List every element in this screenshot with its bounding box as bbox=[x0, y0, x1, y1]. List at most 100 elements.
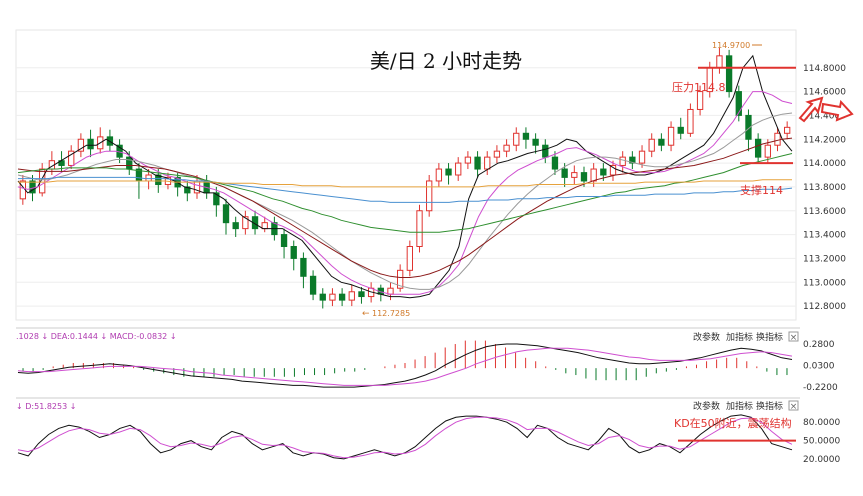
candle-body bbox=[222, 204, 230, 224]
price-y-axis: 114.8000 114.6000 114.4000 114.2000 114.0000… bbox=[803, 64, 846, 312]
candle-body bbox=[522, 132, 530, 140]
candle-body bbox=[687, 108, 694, 134]
y-tick-label: 114.6000 bbox=[803, 88, 846, 98]
y-tick-label: 0.2800 bbox=[803, 340, 835, 350]
y-tick-label: 114.2000 bbox=[803, 135, 846, 145]
y-tick-label: 114.8000 bbox=[803, 64, 846, 74]
y-tick-label: 113.4000 bbox=[803, 231, 846, 241]
candle-body bbox=[387, 287, 394, 295]
candle-body bbox=[213, 192, 220, 206]
macd-panel: .1028 ↓ DEA:0.1444 ↓ MACD:-0.0832 ↓ 改参数 … bbox=[16, 327, 838, 393]
kd-series-line bbox=[17, 416, 793, 459]
candle-body bbox=[348, 291, 355, 301]
arrow-down-right-icon bbox=[820, 99, 854, 122]
candle-body bbox=[648, 138, 655, 152]
candle-body bbox=[261, 222, 268, 230]
kd-close-button[interactable]: × bbox=[788, 400, 799, 412]
candle-body bbox=[696, 91, 704, 110]
candle-body bbox=[600, 168, 607, 176]
candle-body bbox=[338, 293, 346, 301]
macd-legend: .1028 ↓ DEA:0.1444 ↓ MACD:-0.0832 ↓ bbox=[16, 332, 177, 341]
y-tick-label: 113.6000 bbox=[803, 207, 846, 217]
candle-body bbox=[280, 234, 288, 247]
price-panel: 114.8000 114.6000 114.4000 114.2000 114.0000… bbox=[15, 29, 854, 321]
moving-average-line bbox=[17, 137, 793, 278]
macd-lines bbox=[17, 343, 793, 388]
candle-body bbox=[532, 138, 539, 146]
moving-average-line bbox=[18, 176, 793, 203]
candle-body bbox=[484, 156, 491, 170]
y-tick-label: 0.0300 bbox=[803, 362, 835, 372]
arrow-up-right-icon bbox=[798, 96, 824, 123]
candle-body bbox=[542, 144, 549, 158]
candle-body bbox=[551, 156, 559, 170]
kd-legend: ↓ D:51.8253 ↓ bbox=[16, 402, 76, 411]
kd-change-params-button[interactable]: 改参数 bbox=[693, 400, 720, 412]
moving-average-line bbox=[17, 91, 793, 295]
y-tick-label: 50.0000 bbox=[803, 437, 840, 447]
candle-body bbox=[358, 291, 365, 298]
candle-body bbox=[474, 156, 481, 170]
candle-body bbox=[561, 168, 568, 178]
low-price-label: 112.7285 bbox=[372, 309, 410, 318]
candle-body bbox=[503, 144, 510, 152]
candle-body bbox=[745, 114, 752, 140]
candle-body bbox=[39, 168, 46, 194]
candle-body bbox=[329, 293, 336, 301]
candle-body bbox=[435, 168, 443, 182]
y-tick-label: 113.8000 bbox=[803, 183, 846, 193]
support-label: 支撑114 bbox=[740, 183, 783, 197]
candle-body bbox=[232, 222, 239, 230]
low-price-marker: ← 112.7285 bbox=[362, 309, 410, 319]
kd-annotation: KD在50附近，震荡结构 bbox=[674, 416, 792, 430]
close-icon: × bbox=[790, 333, 798, 343]
moving-average-line bbox=[17, 153, 793, 233]
candle-body bbox=[590, 168, 597, 182]
candle-body bbox=[290, 246, 297, 259]
resistance-label: 压力114.8 bbox=[672, 81, 726, 94]
moving-average-line bbox=[18, 179, 792, 188]
kd-add-indicator-button[interactable]: 加指标 bbox=[726, 400, 753, 412]
candle-body bbox=[319, 293, 326, 301]
macd-change-params-button[interactable]: 改参数 bbox=[693, 331, 720, 343]
candle-body bbox=[754, 138, 762, 158]
candle-body bbox=[242, 216, 249, 230]
kd-switch-indicator-button[interactable]: 换指标 bbox=[756, 400, 783, 412]
chart-title: 美/日 2 小时走势 bbox=[370, 49, 522, 73]
candle-body bbox=[580, 172, 588, 182]
moving-averages bbox=[17, 54, 793, 299]
macd-series-line bbox=[17, 343, 793, 388]
macd-y-axis: 0.2800 0.0300 -0.2200 bbox=[803, 340, 838, 393]
macd-switch-indicator-button[interactable]: 换指标 bbox=[756, 331, 783, 343]
candle-body bbox=[513, 132, 520, 146]
candle-body bbox=[619, 156, 626, 166]
candle-body bbox=[735, 91, 742, 116]
kd-y-axis: 80.0000 50.0000 20.0000 bbox=[803, 418, 840, 465]
y-tick-label: -0.2200 bbox=[803, 383, 838, 393]
kd-panel: ↓ D:51.8253 ↓ 改参数 加指标 换指标 × 80.0000 50.00… bbox=[16, 397, 840, 465]
candle-body bbox=[493, 150, 501, 158]
candle-body bbox=[426, 180, 433, 212]
macd-add-indicator-button[interactable]: 加指标 bbox=[726, 331, 753, 343]
candle-body bbox=[784, 126, 791, 134]
candle-body bbox=[145, 174, 152, 182]
y-tick-label: 113.0000 bbox=[803, 278, 846, 288]
candlesticks bbox=[19, 47, 791, 309]
candle-body bbox=[716, 55, 723, 69]
high-price-label: 114.9700 bbox=[712, 41, 750, 50]
candle-body bbox=[677, 126, 684, 134]
candle-body bbox=[445, 168, 452, 176]
y-tick-label: 113.2000 bbox=[803, 254, 846, 264]
candle-body bbox=[77, 138, 85, 152]
candle-body bbox=[397, 269, 404, 289]
kd-lines bbox=[17, 414, 793, 460]
macd-close-button[interactable]: × bbox=[788, 331, 799, 343]
candle-body bbox=[609, 164, 617, 176]
candle-body bbox=[455, 162, 462, 176]
y-tick-label: 112.8000 bbox=[803, 302, 846, 312]
candle-body bbox=[629, 156, 636, 164]
candle-body bbox=[464, 156, 472, 164]
candle-body bbox=[184, 186, 191, 194]
